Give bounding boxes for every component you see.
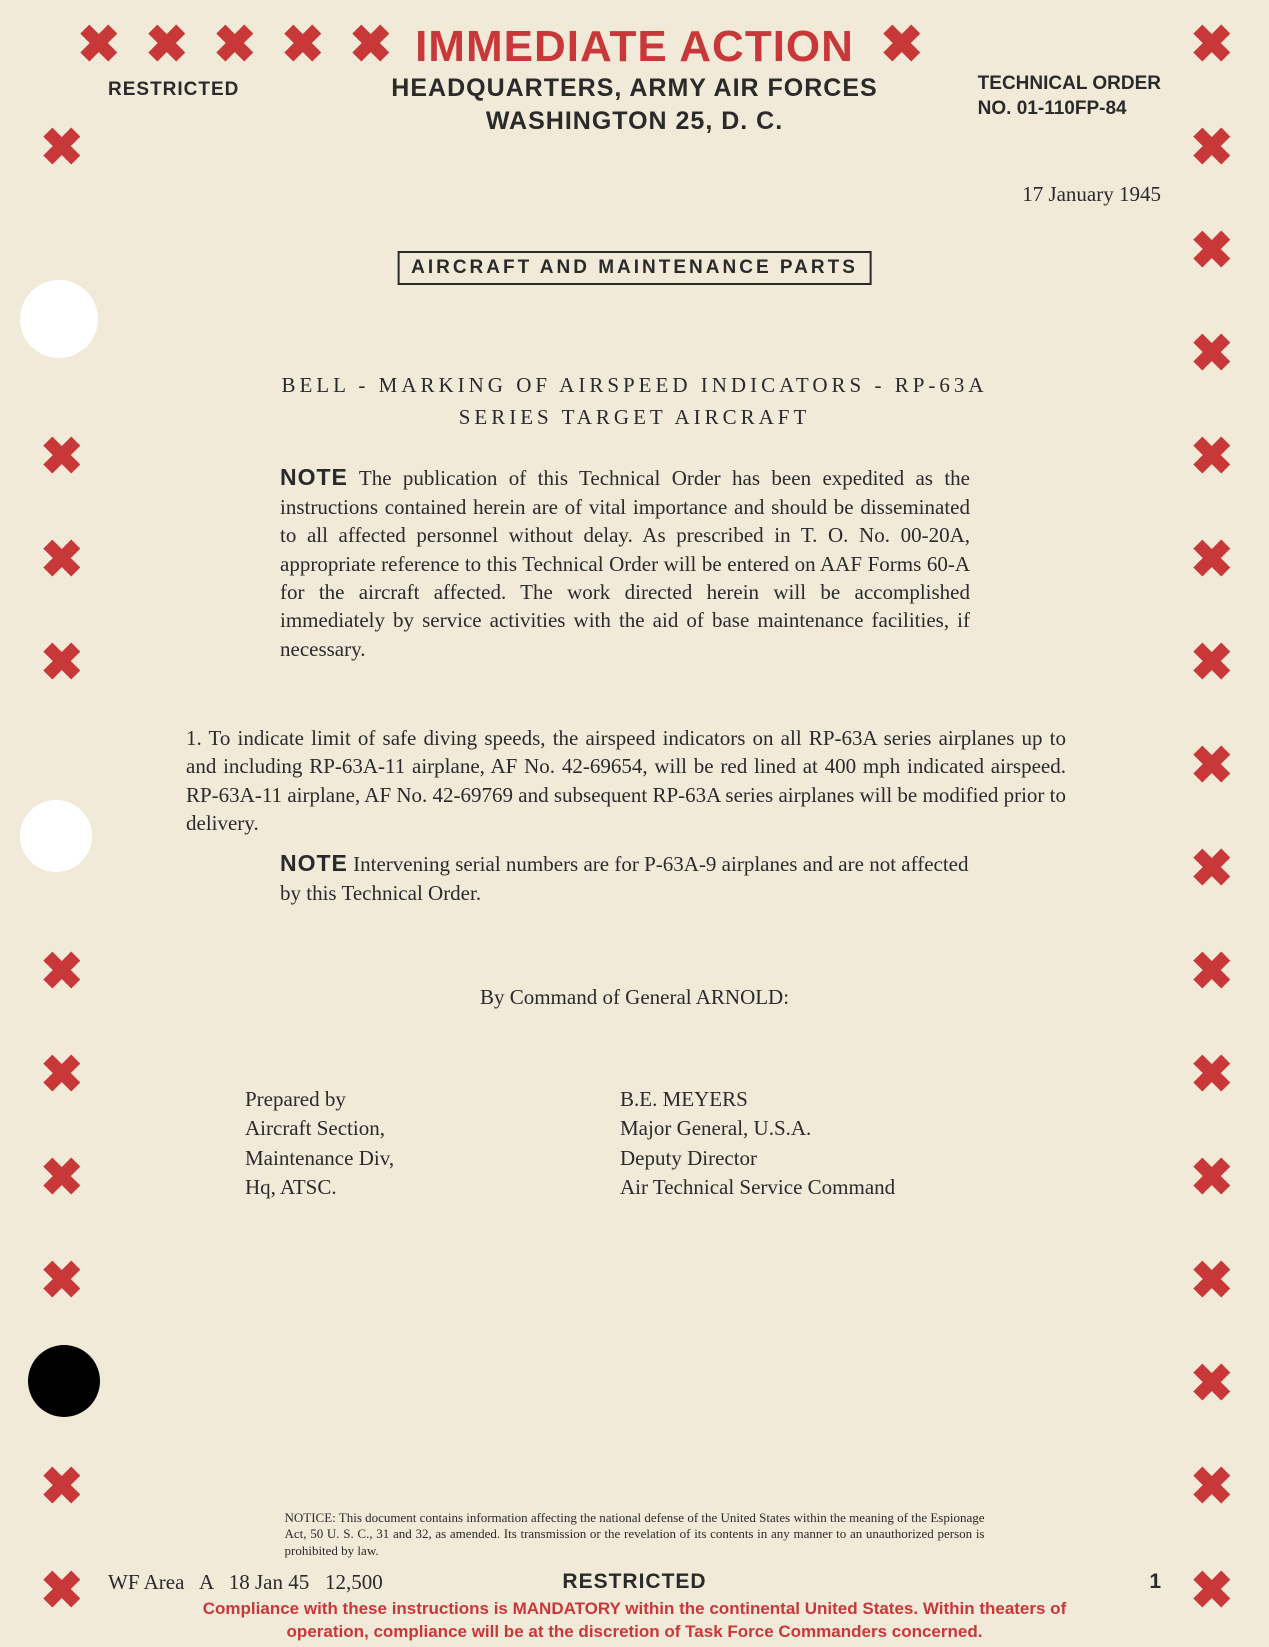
star-icon: ✖ xyxy=(1190,226,1234,278)
tech-order-label: TECHNICAL ORDER xyxy=(978,72,1161,97)
document-page: ✖ ✖ ✖ ✖ ✖ ✖ ✖ ✖ ✖ ✖ ✖ ✖ ✖ ✖ ✖ ✖ ✖ ✖ ✖ ✖ … xyxy=(0,0,1269,1647)
star-icon: ✖ xyxy=(1190,844,1234,896)
paragraph-1: 1. To indicate limit of safe diving spee… xyxy=(186,724,1066,837)
compliance-statement: Compliance with these instructions is MA… xyxy=(200,1598,1070,1644)
star-icon: ✖ xyxy=(1190,1462,1234,1514)
note-text-1: The publication of this Technical Order … xyxy=(280,466,970,661)
subject-title: BELL - MARKING OF AIRSPEED INDICATORS - … xyxy=(0,370,1269,433)
star-icon: ✖ xyxy=(40,638,84,690)
restricted-label-bottom: RESTRICTED xyxy=(0,1570,1269,1594)
by-command-line: By Command of General ARNOLD: xyxy=(0,985,1269,1010)
signatory-role: Deputy Director xyxy=(620,1144,895,1173)
star-icon: ✖ xyxy=(1190,638,1234,690)
prepared-by-l2: Aircraft Section, xyxy=(245,1114,394,1143)
prepared-by-l3: Maintenance Div, xyxy=(245,1144,394,1173)
star-icon: ✖ xyxy=(40,535,84,587)
punch-hole xyxy=(20,800,92,872)
star-icon: ✖ xyxy=(1190,1153,1234,1205)
note-block-1: NOTE The publication of this Technical O… xyxy=(280,462,970,663)
note-label: NOTE xyxy=(280,850,348,876)
section-label-box: AIRCRAFT AND MAINTENANCE PARTS xyxy=(397,251,872,285)
page-number: 1 xyxy=(1149,1570,1161,1594)
star-icon: ✖ xyxy=(1190,741,1234,793)
note-block-2: NOTE Intervening serial numbers are for … xyxy=(280,848,970,907)
note-text-2: Intervening serial numbers are for P-63A… xyxy=(280,852,969,905)
star-icon: ✖ xyxy=(1190,1256,1234,1308)
star-icon: ✖ xyxy=(1190,1359,1234,1411)
prepared-by-l1: Prepared by xyxy=(245,1085,394,1114)
star-icon: ✖ xyxy=(40,1050,84,1102)
notice-text: NOTICE: This document contains informati… xyxy=(285,1510,985,1559)
star-icon: ✖ xyxy=(40,432,84,484)
star-icon: ✖ xyxy=(40,1462,84,1514)
star-icon: ✖ xyxy=(1190,535,1234,587)
subject-line1: BELL - MARKING OF AIRSPEED INDICATORS - … xyxy=(0,370,1269,402)
note-label: NOTE xyxy=(280,464,348,490)
star-icon: ✖ xyxy=(1190,1050,1234,1102)
document-date: 17 January 1945 xyxy=(1022,182,1161,207)
black-dot xyxy=(28,1345,100,1417)
punch-hole xyxy=(20,280,98,358)
star-icon: ✖ xyxy=(1190,432,1234,484)
subject-line2: SERIES TARGET AIRCRAFT xyxy=(0,402,1269,434)
prepared-by-block: Prepared by Aircraft Section, Maintenanc… xyxy=(245,1085,394,1203)
technical-order-block: TECHNICAL ORDER NO. 01-110FP-84 xyxy=(978,72,1161,121)
signatory-rank: Major General, U.S.A. xyxy=(620,1114,895,1143)
signatory-block: B.E. MEYERS Major General, U.S.A. Deputy… xyxy=(620,1085,895,1203)
star-icon: ✖ xyxy=(40,1256,84,1308)
prepared-by-l4: Hq, ATSC. xyxy=(245,1173,394,1202)
star-icon: ✖ xyxy=(40,1153,84,1205)
banner-title: IMMEDIATE ACTION xyxy=(0,22,1269,72)
tech-order-number: NO. 01-110FP-84 xyxy=(978,97,1161,122)
signatory-org: Air Technical Service Command xyxy=(620,1173,895,1202)
signatory-name: B.E. MEYERS xyxy=(620,1085,895,1114)
